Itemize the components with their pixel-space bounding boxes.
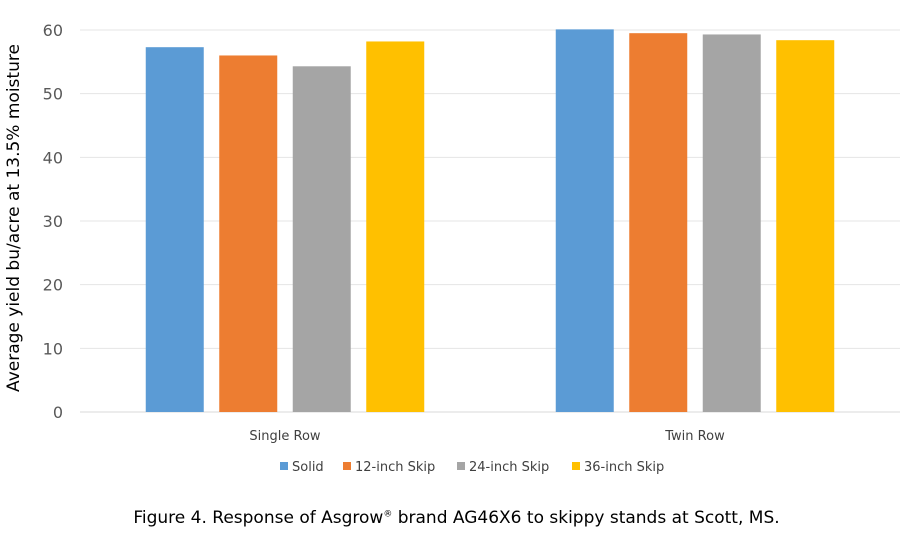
caption-prefix: Figure 4. Response of Asgrow: [133, 508, 384, 528]
bar: [629, 33, 688, 412]
bar: [702, 34, 761, 412]
y-axis-label: Average yield bu/acre at 13.5% moisture: [4, 44, 24, 392]
legend-swatch: [457, 462, 465, 470]
bars: [145, 29, 835, 413]
y-tick-label: 60: [43, 21, 63, 40]
bar: [366, 41, 425, 413]
y-axis-ticks: 0 10 20 30 40 50 60: [43, 21, 63, 422]
y-tick-label: 30: [43, 212, 63, 231]
legend-swatch: [572, 462, 580, 470]
bar-chart: 0 10 20 30 40 50 60 Single Row Twin Row Solid 12…: [4, 21, 900, 475]
legend-swatch: [343, 462, 351, 470]
bar: [776, 40, 835, 412]
legend-label: 24-inch Skip: [469, 460, 549, 475]
legend-label: 12-inch Skip: [355, 460, 435, 475]
caption-suffix: brand AG46X6 to skippy stands at Scott, …: [392, 508, 780, 528]
x-category-label: Single Row: [249, 429, 320, 444]
x-category-label: Twin Row: [664, 429, 725, 444]
y-tick-label: 20: [43, 276, 63, 295]
y-tick-label: 0: [53, 403, 63, 422]
registered-mark: ®: [383, 509, 393, 520]
y-tick-label: 40: [43, 148, 63, 167]
bar: [145, 47, 204, 412]
y-tick-label: 50: [43, 85, 63, 104]
legend-label: 36-inch Skip: [584, 460, 664, 475]
legend-swatch: [280, 462, 288, 470]
legend-label: Solid: [292, 460, 324, 475]
bar: [555, 29, 614, 412]
legend: Solid 12-inch Skip 24-inch Skip 36-inch Ski…: [280, 460, 664, 475]
y-tick-label: 10: [43, 339, 63, 358]
bar: [219, 55, 278, 412]
gridlines: [80, 29, 900, 413]
x-axis-categories: Single Row Twin Row: [249, 429, 725, 444]
bar: [292, 66, 351, 412]
figure-caption: Figure 4. Response of Asgrow® brand AG46…: [0, 508, 913, 528]
